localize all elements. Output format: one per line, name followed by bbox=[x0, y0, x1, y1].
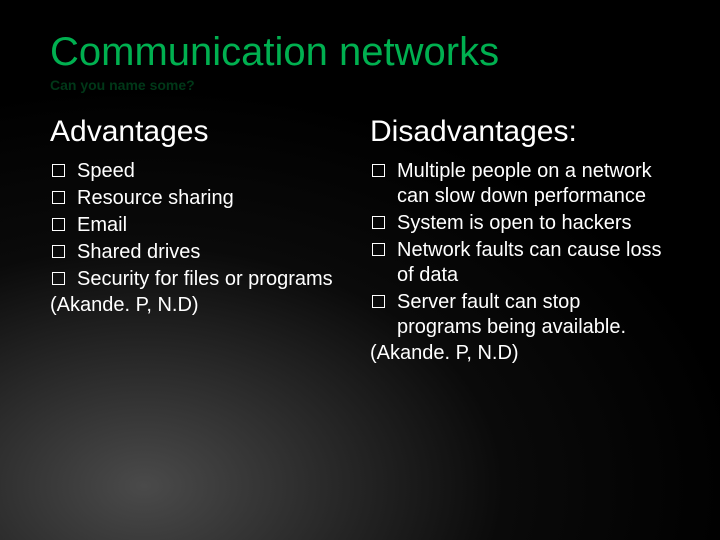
checkbox-icon bbox=[372, 216, 385, 229]
checkbox-icon bbox=[372, 243, 385, 256]
list-item-text: Server fault can stop programs being ava… bbox=[397, 290, 670, 340]
checkbox-icon bbox=[52, 191, 65, 204]
list-item-text: Speed bbox=[77, 159, 350, 184]
list-item: Speed bbox=[52, 159, 350, 184]
slide-title: Communication networks bbox=[50, 30, 670, 75]
list-item-text: Resource sharing bbox=[77, 186, 350, 211]
checkbox-icon bbox=[52, 272, 65, 285]
advantages-column: Advantages Speed Resource sharing Email … bbox=[50, 115, 350, 365]
advantages-list: Speed Resource sharing Email Shared driv… bbox=[50, 159, 350, 292]
checkbox-icon bbox=[52, 245, 65, 258]
advantages-heading: Advantages bbox=[50, 115, 350, 149]
disadvantages-citation: (Akande. P, N.D) bbox=[370, 342, 670, 365]
list-item: System is open to hackers bbox=[372, 211, 670, 236]
disadvantages-column: Disadvantages: Multiple people on a netw… bbox=[370, 115, 670, 365]
list-item: Security for files or programs bbox=[52, 267, 350, 292]
disadvantages-list: Multiple people on a network can slow do… bbox=[370, 159, 670, 340]
list-item: Server fault can stop programs being ava… bbox=[372, 290, 670, 340]
list-item: Network faults can cause loss of data bbox=[372, 238, 670, 288]
list-item: Multiple people on a network can slow do… bbox=[372, 159, 670, 209]
list-item-text: Multiple people on a network can slow do… bbox=[397, 159, 670, 209]
slide-subtitle: Can you name some? bbox=[50, 77, 670, 93]
list-item-text: Shared drives bbox=[77, 240, 350, 265]
checkbox-icon bbox=[372, 295, 385, 308]
list-item: Email bbox=[52, 213, 350, 238]
slide: Communication networks Can you name some… bbox=[0, 0, 720, 540]
list-item-text: Network faults can cause loss of data bbox=[397, 238, 670, 288]
list-item: Resource sharing bbox=[52, 186, 350, 211]
list-item-text: Security for files or programs bbox=[77, 267, 350, 292]
disadvantages-heading: Disadvantages: bbox=[370, 115, 670, 149]
two-columns: Advantages Speed Resource sharing Email … bbox=[50, 115, 670, 365]
checkbox-icon bbox=[52, 164, 65, 177]
list-item-text: Email bbox=[77, 213, 350, 238]
advantages-citation: (Akande. P, N.D) bbox=[50, 294, 350, 317]
list-item-text: System is open to hackers bbox=[397, 211, 670, 236]
checkbox-icon bbox=[52, 218, 65, 231]
list-item: Shared drives bbox=[52, 240, 350, 265]
checkbox-icon bbox=[372, 164, 385, 177]
